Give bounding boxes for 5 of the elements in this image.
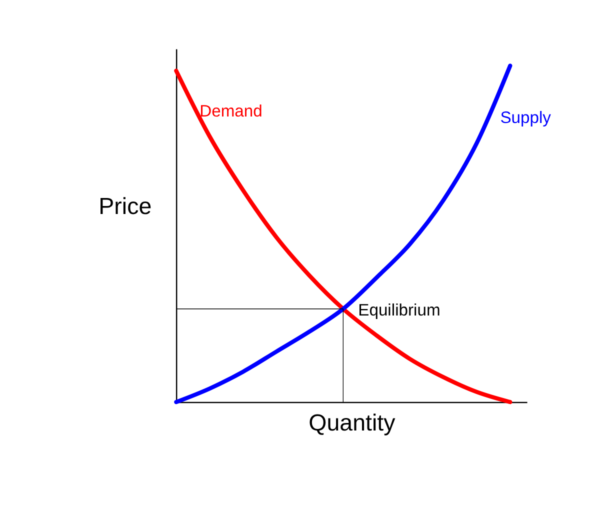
y-axis-title: Price xyxy=(98,192,152,219)
annotation: Equilibrium xyxy=(358,300,440,320)
series-label: Demand xyxy=(200,101,262,120)
series-label: Supply xyxy=(500,108,552,128)
x-axis-title: Quantity xyxy=(308,410,396,436)
